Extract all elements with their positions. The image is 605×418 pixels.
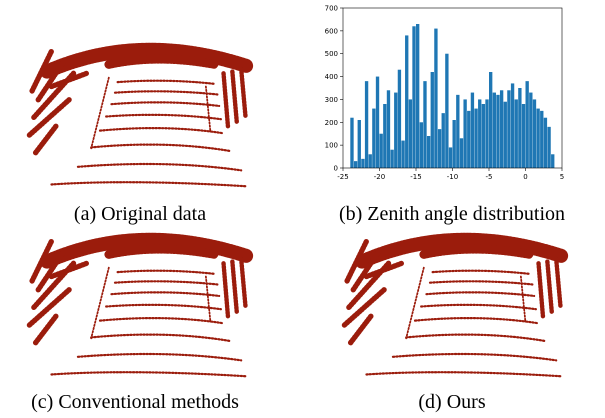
bar [449, 147, 452, 168]
bar [471, 93, 474, 168]
bar [453, 120, 456, 168]
y-tick-label: 700 [325, 5, 338, 13]
bar [383, 104, 386, 168]
bar [358, 120, 361, 168]
y-tick-label: 500 [325, 50, 338, 58]
bar [434, 29, 437, 168]
bar [409, 99, 412, 168]
bar [511, 83, 514, 168]
bar [478, 99, 481, 168]
bar [456, 95, 459, 168]
x-tick-label: 5 [560, 173, 564, 181]
bar [504, 102, 507, 168]
bar [390, 150, 393, 168]
bar [485, 99, 488, 168]
bar [431, 72, 434, 168]
bar [474, 109, 477, 168]
bar [442, 113, 445, 168]
x-tick-label: -20 [374, 173, 385, 181]
bar [536, 109, 539, 168]
caption: (b) Zenith angle distribution [339, 203, 565, 225]
y-tick-label: 300 [325, 96, 338, 104]
bar [405, 35, 408, 168]
y-tick-label: 0 [334, 165, 338, 173]
bar [544, 118, 547, 168]
point-cloud-original [29, 50, 247, 186]
x-tick-label: 0 [523, 173, 527, 181]
bar [423, 81, 426, 168]
bar [515, 99, 518, 168]
bar [376, 77, 379, 168]
bar [533, 99, 536, 168]
bar [493, 93, 496, 168]
bar [526, 81, 529, 168]
bar [518, 88, 521, 168]
bar [529, 93, 532, 168]
point-cloud-ours [344, 240, 562, 376]
bar [398, 70, 401, 168]
x-tick-label: -10 [447, 173, 458, 181]
bar [547, 127, 550, 168]
x-tick-label: -5 [486, 173, 493, 181]
bar [522, 104, 525, 168]
bar [551, 154, 554, 168]
caption: (c) Conventional methods [31, 391, 239, 413]
bar [427, 136, 430, 168]
bar [412, 26, 415, 168]
bar [369, 154, 372, 168]
bar [467, 111, 470, 168]
caption: (a) Original data [74, 203, 206, 225]
bar [361, 159, 364, 168]
x-tick-label: -15 [410, 173, 421, 181]
bar [350, 118, 353, 168]
caption: (d) Ours [418, 391, 485, 413]
bar [365, 81, 368, 168]
y-tick-label: 200 [325, 119, 338, 127]
bar [482, 104, 485, 168]
figure: (a) Original data (b) Zenith angle distr… [0, 0, 605, 418]
bar [463, 99, 466, 168]
y-tick-label: 100 [325, 142, 338, 150]
bar [394, 93, 397, 168]
bar [445, 54, 448, 168]
bar [460, 138, 463, 168]
bar [420, 122, 423, 168]
bar [507, 90, 510, 168]
x-tick-label: -25 [337, 173, 348, 181]
bar [387, 90, 390, 168]
bar [401, 141, 404, 168]
bar [372, 109, 375, 168]
bar [500, 90, 503, 168]
bar [540, 111, 543, 168]
bar [489, 72, 492, 168]
y-tick-label: 400 [325, 73, 338, 81]
y-tick-label: 600 [325, 27, 338, 35]
bar [438, 129, 441, 168]
bar [416, 24, 419, 168]
bar [380, 134, 383, 168]
bar [496, 95, 499, 168]
bar [354, 161, 357, 168]
point-cloud-conventional [29, 240, 247, 376]
